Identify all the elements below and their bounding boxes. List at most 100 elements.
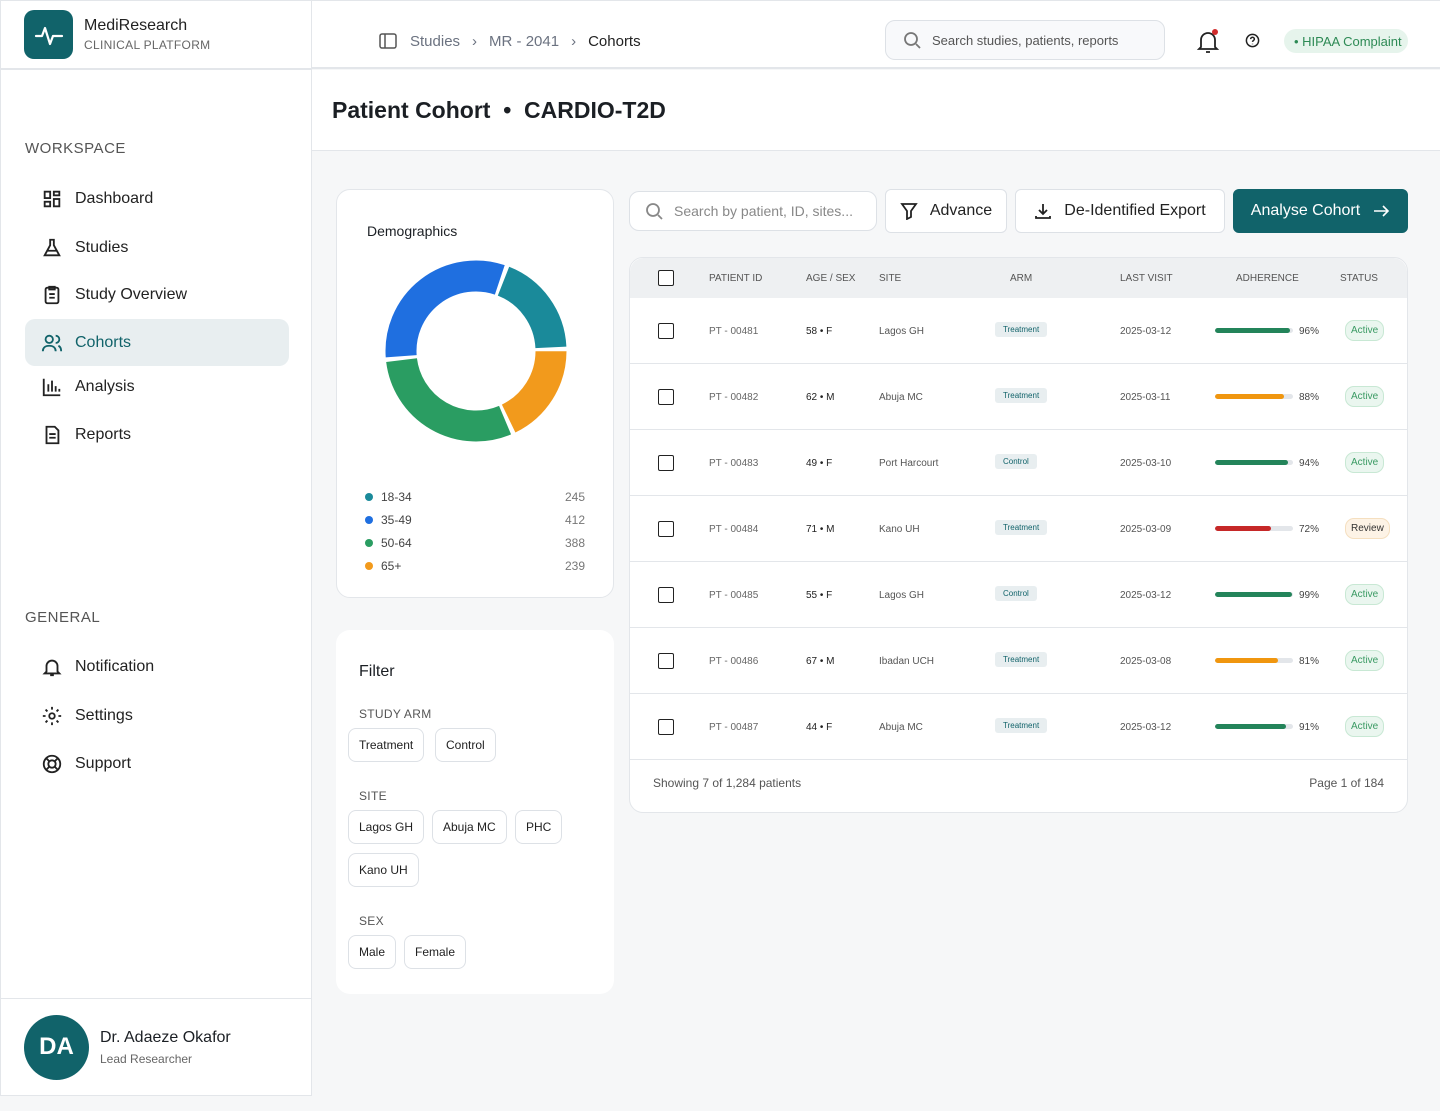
last-visit: 2025-03-09: [1120, 524, 1172, 535]
sidebar-item-cohorts[interactable]: Cohorts: [25, 319, 289, 366]
col-arm[interactable]: ARM: [1010, 273, 1033, 284]
filter-chip-lagos-gh[interactable]: Lagos GH: [348, 810, 425, 844]
filter-chip-treatment[interactable]: Treatment: [348, 728, 425, 762]
notification-bell-icon[interactable]: [1196, 29, 1220, 55]
bar-chart-icon: [42, 378, 61, 396]
age-sex: 58 • F: [806, 326, 833, 337]
pagination[interactable]: Page 1 of 184: [1309, 776, 1384, 790]
sidebar-item-label: Support: [75, 754, 132, 772]
adherence-bar: [1215, 658, 1293, 663]
sidebar-item-analysis[interactable]: Analysis: [25, 363, 289, 410]
table-row[interactable]: PT - 00484 71 • M Kano UH Treatment 2025…: [630, 496, 1407, 562]
analyse-cohort-button[interactable]: Analyse Cohort: [1233, 189, 1408, 233]
table-row[interactable]: PT - 00485 55 • F Lagos GH Control 2025-…: [630, 562, 1407, 628]
sidebar-item-notification[interactable]: Notification: [25, 643, 289, 690]
export-button[interactable]: De-Identified Export: [1015, 189, 1225, 233]
site: Abuja MC: [879, 392, 923, 403]
arm-badge: Treatment: [995, 718, 1048, 733]
adherence-value: 88%: [1299, 392, 1320, 403]
demographics-card: Demographics 18-34 245 35-49 412 50-64 388 65+…: [336, 189, 614, 598]
filter-chip-phc[interactable]: PHC: [515, 810, 563, 844]
col-patient-id[interactable]: PATIENT ID: [709, 273, 763, 284]
patient-id[interactable]: PT - 00486: [709, 656, 759, 667]
sidebar: MediResearch CLINICAL PLATFORM WORKSPACE …: [0, 0, 312, 1096]
sidebar-item-study-overview[interactable]: Study Overview: [25, 271, 289, 318]
global-search-input[interactable]: Search studies, patients, reports: [885, 20, 1165, 60]
topbar: Studies › MR - 2041 › Cohorts Search studi…: [312, 0, 1440, 69]
patient-id[interactable]: PT - 00482: [709, 392, 759, 403]
table-row[interactable]: PT - 00483 49 • F Port Harcourt Control …: [630, 430, 1407, 496]
patient-id[interactable]: PT - 00481: [709, 326, 759, 337]
filter-chip-abuja-mc[interactable]: Abuja MC: [432, 810, 507, 844]
table-row[interactable]: PT - 00486 67 • M Ibadan UCH Treatment 2…: [630, 628, 1407, 694]
site: Port Harcourt: [879, 458, 939, 469]
status-badge: Active: [1345, 320, 1385, 341]
col-age-sex[interactable]: AGE / SEX: [806, 273, 856, 284]
sidebar-toggle-icon[interactable]: [378, 31, 398, 51]
sidebar-item-label: Cohorts: [75, 333, 132, 351]
avatar: DA: [24, 1014, 89, 1080]
sidebar-item-label: Studies: [75, 238, 129, 256]
breadcrumb-studies[interactable]: Studies: [410, 32, 461, 50]
row-checkbox[interactable]: [658, 719, 674, 735]
status-badge: Active: [1345, 650, 1385, 671]
general-label: GENERAL: [25, 609, 101, 626]
pulse-logo-icon: [24, 10, 73, 59]
site: Abuja MC: [879, 722, 923, 733]
sidebar-item-settings[interactable]: Settings: [25, 692, 289, 739]
site: Ibadan UCH: [879, 656, 935, 667]
col-last-visit[interactable]: LAST VISIT: [1120, 273, 1173, 284]
patient-search-input[interactable]: Search by patient, ID, sites...: [629, 191, 877, 231]
legend-dot: [365, 562, 373, 570]
row-checkbox[interactable]: [658, 521, 674, 537]
row-checkbox[interactable]: [658, 587, 674, 603]
patient-id[interactable]: PT - 00484: [709, 524, 759, 535]
demographics-donut-chart: [385, 260, 567, 442]
row-checkbox[interactable]: [658, 455, 674, 471]
legend-item: 50-64 388: [365, 536, 585, 550]
legend-item: 65+ 239: [365, 559, 585, 573]
col-adherence[interactable]: ADHERENCE: [1236, 273, 1299, 284]
sidebar-item-label: Dashboard: [75, 189, 154, 207]
sidebar-item-reports[interactable]: Reports: [25, 411, 289, 458]
clipboard-icon: [44, 285, 60, 304]
adherence-bar: [1215, 526, 1293, 531]
patient-id[interactable]: PT - 00485: [709, 590, 759, 601]
sidebar-item-studies[interactable]: Studies: [25, 224, 289, 271]
breadcrumb-study[interactable]: MR - 2041: [489, 32, 560, 50]
filter-chip-female[interactable]: Female: [404, 935, 467, 969]
advance-filter-button[interactable]: Advance: [885, 189, 1007, 233]
last-visit: 2025-03-12: [1120, 722, 1172, 733]
adherence-bar: [1215, 328, 1293, 333]
patient-id[interactable]: PT - 00483: [709, 458, 759, 469]
table-row[interactable]: PT - 00481 58 • F Lagos GH Treatment 202…: [630, 298, 1407, 364]
sidebar-item-support[interactable]: Support: [25, 740, 289, 787]
row-checkbox[interactable]: [658, 323, 674, 339]
filter-chip-control[interactable]: Control: [435, 728, 496, 762]
sidebar-item-label: Notification: [75, 657, 155, 675]
sex-label: SEX: [359, 914, 384, 928]
filter-title: Filter: [359, 663, 395, 680]
col-site[interactable]: SITE: [879, 273, 902, 284]
filter-chip-kano-uh[interactable]: Kano UH: [348, 853, 419, 887]
col-status[interactable]: STATUS: [1340, 273, 1378, 284]
row-checkbox[interactable]: [658, 653, 674, 669]
sidebar-item-dashboard[interactable]: Dashboard: [25, 175, 289, 222]
breadcrumb: Studies › MR - 2041 › Cohorts: [378, 31, 641, 51]
filter-chip-male[interactable]: Male: [348, 935, 397, 969]
select-all-checkbox[interactable]: [658, 270, 674, 286]
help-icon[interactable]: [1245, 33, 1260, 48]
donut-slice-65+: [501, 350, 567, 433]
dashboard-icon: [43, 190, 61, 207]
lifebuoy-icon: [42, 754, 62, 773]
table-header: PATIENT ID AGE / SEX SITE ARM LAST VISIT…: [630, 258, 1407, 298]
table-row[interactable]: PT - 00487 44 • F Abuja MC Treatment 202…: [630, 694, 1407, 760]
row-checkbox[interactable]: [658, 389, 674, 405]
legend-item: 35-49 412: [365, 513, 585, 527]
user-profile[interactable]: DA Dr. Adaeze Okafor Lead Researcher: [1, 998, 311, 1095]
adherence-value: 81%: [1299, 656, 1320, 667]
table-row[interactable]: PT - 00482 62 • M Abuja MC Treatment 202…: [630, 364, 1407, 430]
patient-id[interactable]: PT - 00487: [709, 722, 759, 733]
adherence-value: 96%: [1299, 326, 1320, 337]
demographics-title: Demographics: [367, 223, 458, 239]
